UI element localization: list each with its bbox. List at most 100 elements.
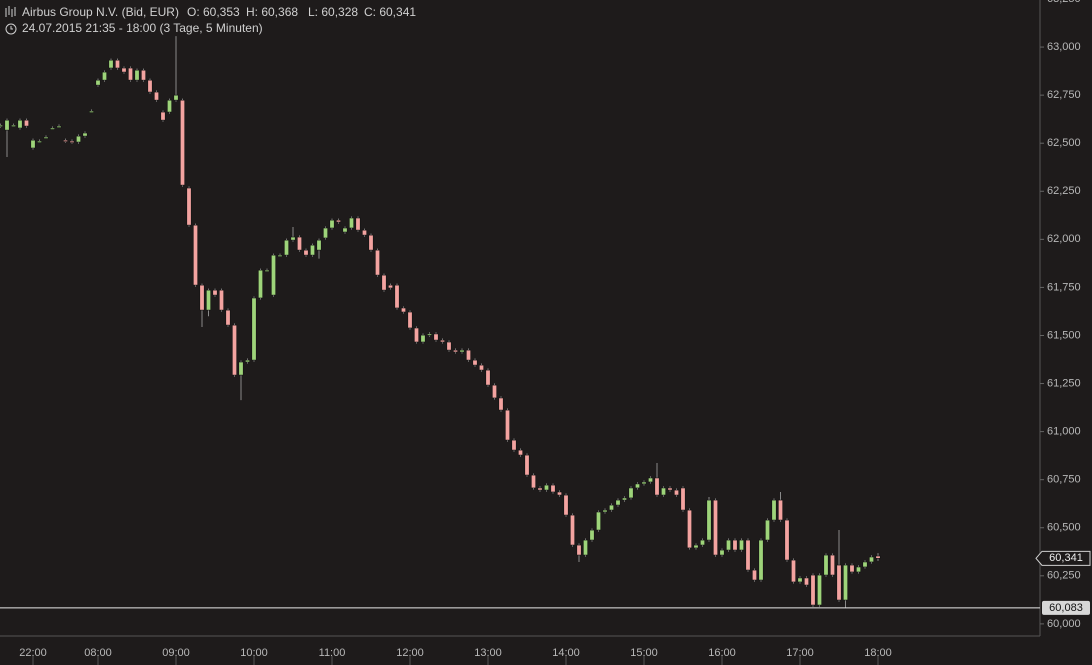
candle-body bbox=[264, 269, 270, 272]
candle-body bbox=[128, 67, 134, 81]
x-tick-label: 14:00 bbox=[552, 647, 580, 659]
chart-subtitle: 24.07.2015 21:35 - 18:00 (3 Tage, 5 Minu… bbox=[22, 21, 263, 35]
candle-body bbox=[251, 297, 257, 361]
candle-body bbox=[836, 564, 842, 601]
y-tick-label: 63,250 bbox=[1047, 0, 1081, 5]
y-tick-label: 60,500 bbox=[1047, 522, 1081, 534]
y-tick-label: 62,250 bbox=[1047, 185, 1081, 197]
x-tick-label: 13:00 bbox=[474, 647, 502, 659]
candle-body bbox=[654, 477, 660, 496]
candle-body bbox=[797, 577, 803, 583]
candle-body bbox=[868, 556, 874, 563]
candle-body bbox=[582, 539, 588, 556]
candle-body bbox=[543, 484, 549, 491]
candle-body bbox=[232, 324, 238, 376]
candle-body bbox=[348, 217, 354, 229]
candle-body bbox=[777, 499, 783, 521]
candle-body bbox=[693, 544, 699, 549]
candle-body bbox=[342, 227, 348, 233]
candle-body bbox=[115, 59, 121, 69]
candle-body bbox=[803, 577, 809, 586]
candle-body bbox=[725, 539, 731, 551]
candle-body bbox=[517, 449, 523, 456]
x-tick-label: 09:00 bbox=[162, 647, 190, 659]
candle-body bbox=[595, 511, 601, 531]
candle-body bbox=[56, 125, 62, 128]
reference-label: 60,083 bbox=[1049, 602, 1083, 614]
last-price-label: 60,341 bbox=[1049, 552, 1083, 564]
candle-body bbox=[647, 477, 653, 483]
y-tick-label: 60,750 bbox=[1047, 474, 1081, 486]
y-tick-label: 61,500 bbox=[1047, 329, 1081, 341]
y-tick-label: 61,250 bbox=[1047, 377, 1081, 389]
y-tick-label: 60,000 bbox=[1047, 618, 1081, 630]
candle-body bbox=[621, 497, 627, 501]
candle-body bbox=[485, 369, 491, 386]
candle-body bbox=[69, 140, 75, 143]
x-tick-label: 18:00 bbox=[864, 647, 892, 659]
candle-body bbox=[121, 67, 127, 73]
reference-label-box bbox=[1042, 600, 1090, 615]
candle-body bbox=[875, 555, 881, 559]
candle-body bbox=[62, 139, 68, 142]
candle-body bbox=[745, 539, 751, 571]
ohlc-low: L: 60,328 bbox=[308, 5, 358, 19]
candle-body bbox=[381, 274, 387, 291]
candle-body bbox=[316, 239, 322, 251]
candle-body bbox=[186, 187, 192, 226]
candle-body bbox=[407, 311, 413, 329]
candle-body bbox=[459, 349, 465, 353]
candle-body bbox=[368, 234, 374, 251]
candle-body bbox=[764, 519, 770, 541]
candle-body bbox=[0, 124, 4, 127]
candle-body bbox=[641, 481, 647, 485]
candle-body bbox=[667, 487, 673, 491]
candle-body bbox=[219, 289, 225, 311]
ohlc-open: O: 60,353 bbox=[187, 5, 240, 19]
clock-icon bbox=[5, 23, 17, 35]
candle-body bbox=[465, 349, 471, 361]
candle-body bbox=[82, 132, 88, 137]
candle-body bbox=[849, 564, 855, 573]
x-tick-label: 12:00 bbox=[396, 647, 424, 659]
candle-body bbox=[167, 99, 173, 113]
candle-body bbox=[400, 307, 406, 313]
y-tick-label: 62,500 bbox=[1047, 137, 1081, 149]
candle-body bbox=[277, 254, 283, 257]
x-tick-label: 08:00 bbox=[84, 647, 112, 659]
candle-body bbox=[30, 139, 36, 149]
y-tick-label: 60,250 bbox=[1047, 570, 1081, 582]
candle-body bbox=[23, 119, 29, 127]
candle-body bbox=[394, 284, 400, 309]
candle-body bbox=[225, 309, 231, 326]
candle-body bbox=[257, 269, 263, 299]
candle-body bbox=[238, 361, 244, 376]
x-tick-label: 15:00 bbox=[630, 647, 658, 659]
candle-body bbox=[193, 224, 199, 286]
candle-body bbox=[180, 99, 186, 186]
candle-body bbox=[699, 539, 705, 546]
y-tick-label: 61,750 bbox=[1047, 281, 1081, 293]
candle-body bbox=[855, 566, 861, 573]
candle-body bbox=[147, 79, 153, 93]
candle-body bbox=[439, 339, 445, 343]
candle-body bbox=[660, 487, 666, 496]
x-tick-label: 11:00 bbox=[319, 647, 346, 659]
candle-body bbox=[751, 569, 757, 581]
candle-body bbox=[446, 341, 452, 351]
candle-body bbox=[589, 529, 595, 541]
candle-body bbox=[498, 397, 504, 411]
candle-body bbox=[426, 333, 432, 336]
x-tick-label: 17:00 bbox=[786, 647, 814, 659]
candle-body bbox=[719, 549, 725, 556]
candle-body bbox=[206, 289, 212, 311]
candle-body bbox=[823, 554, 829, 576]
candle-body bbox=[309, 244, 315, 256]
candle-body bbox=[154, 91, 160, 101]
candle-body bbox=[686, 509, 692, 549]
candle-body bbox=[738, 539, 744, 551]
candle-body bbox=[108, 59, 114, 69]
candle-body bbox=[17, 119, 23, 129]
header-icon bbox=[5, 6, 16, 17]
